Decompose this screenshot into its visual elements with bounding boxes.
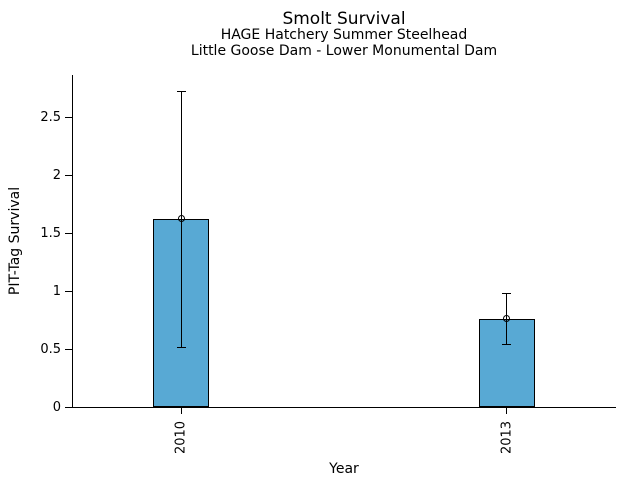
point-marker-2013 (503, 315, 511, 323)
error-cap-top-2010 (176, 91, 186, 93)
y-tick-mark (65, 175, 72, 176)
y-tick-label: 0 (52, 400, 61, 415)
x-tick-mark (180, 408, 182, 414)
x-axis-label: Year (329, 461, 359, 477)
x-axis-spine (72, 407, 616, 408)
chart-subtitle-2: Little Goose Dam - Lower Monumental Dam (190, 43, 498, 59)
y-tick-mark (65, 349, 72, 350)
error-cap-top-2013 (502, 293, 512, 295)
x-tick-label: 2010 (173, 420, 189, 455)
y-axis-spine (72, 75, 73, 408)
error-cap-bottom-2013 (502, 344, 512, 346)
point-marker-2010 (177, 215, 185, 223)
y-tick-mark (65, 233, 72, 234)
chart-subtitle-1: HAGE Hatchery Summer Steelhead (220, 27, 468, 43)
y-tick-mark (65, 117, 72, 118)
y-tick-mark (65, 407, 72, 408)
error-cap-bottom-2010 (176, 346, 186, 348)
y-tick-label: 1.5 (40, 226, 61, 241)
y-tick-label: 1 (52, 284, 61, 299)
y-tick-label: 2.5 (40, 110, 61, 125)
x-tick-label: 2013 (499, 420, 515, 455)
x-tick-mark (506, 408, 508, 414)
y-tick-label: 2 (52, 168, 61, 183)
chart-title: Smolt Survival (282, 9, 406, 29)
y-tick-label: 0.5 (40, 342, 61, 357)
y-tick-mark (65, 291, 72, 292)
